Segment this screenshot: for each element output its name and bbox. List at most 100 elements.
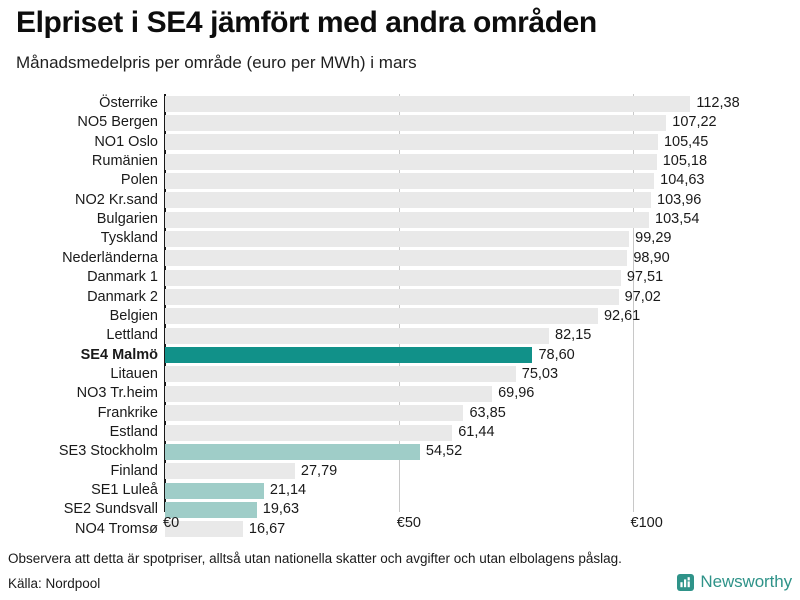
bar-row: NO2 Kr.sand 103,96 <box>0 191 800 210</box>
bar-row: Rumänien 105,18 <box>0 152 800 171</box>
bar-category-label: Lettland <box>106 327 158 344</box>
bar-category-label: Belgien <box>109 307 158 324</box>
x-axis-tick-label: €100 <box>630 515 663 531</box>
bar-value-label: 107,22 <box>672 114 717 131</box>
bar-value-label: 69,96 <box>498 385 535 402</box>
bar-row: Belgien 92,61 <box>0 307 800 326</box>
bar-category-label: Frankrike <box>97 404 158 421</box>
bar <box>165 385 493 402</box>
bar <box>165 482 264 499</box>
bar-chart-icon <box>677 573 695 591</box>
bar <box>165 172 655 189</box>
bar-row: Danmark 1 97,51 <box>0 268 800 287</box>
bar-row: SE4 Malmö 78,60 <box>0 346 800 365</box>
bar <box>165 501 257 518</box>
bar <box>165 405 464 422</box>
bar-row: Finland 27,79 <box>0 462 800 481</box>
x-axis: €0 €50 €100 <box>0 512 800 538</box>
bar-category-label: SE2 Sundsvall <box>63 501 158 518</box>
bar-category-label: Litauen <box>110 365 158 382</box>
bar-category-label: Danmark 1 <box>87 269 158 286</box>
bar <box>165 463 295 480</box>
bar-row: Tyskland 99,29 <box>0 229 800 248</box>
bar <box>165 521 243 538</box>
bar-row: NO4 Tromsø 16,67 <box>0 520 800 539</box>
bar-category-label: Bulgarien <box>96 211 158 228</box>
x-axis-tick-label: €0 <box>163 515 180 531</box>
chart-footer: Observera att detta är spotpriser, allts… <box>0 545 800 600</box>
bar-value-label: 16,67 <box>248 520 286 537</box>
bar-value-label: 82,15 <box>555 327 592 344</box>
bar-value-label: 104,63 <box>660 172 705 189</box>
bar <box>165 289 619 306</box>
bar-category-label: Finland <box>110 462 158 479</box>
bar <box>165 250 628 267</box>
footer-note: Observera att detta är spotpriser, allts… <box>8 551 622 566</box>
bar-row: Lettland 82,15 <box>0 326 800 345</box>
bar <box>165 443 420 460</box>
bar <box>165 153 657 170</box>
bar-row: Frankrike 63,85 <box>0 404 800 423</box>
bar-row: Nederländerna 98,90 <box>0 249 800 268</box>
bar-category-label: NO5 Bergen <box>77 114 158 131</box>
bar-value-label: 105,45 <box>663 133 709 150</box>
bar-row: SE3 Stockholm 54,52 <box>0 442 800 461</box>
bar-row: Polen 104,63 <box>0 171 800 190</box>
bar <box>165 327 550 344</box>
x-axis-tick-label: €50 <box>396 515 421 531</box>
bar-category-label: Estland <box>109 423 158 440</box>
bar-value-label: 92,61 <box>603 307 641 324</box>
bar-value-label: 19,63 <box>262 501 300 518</box>
bar-category-label: SE3 Stockholm <box>58 443 158 460</box>
bar <box>165 231 630 248</box>
bar-category-label: Polen <box>120 172 158 189</box>
bar-row: Österrike 112,38 <box>0 94 800 113</box>
footer-source: Källa: Nordpool <box>8 576 101 591</box>
bar <box>165 308 598 325</box>
bar-row: SE2 Sundsvall 19,63 <box>0 500 800 519</box>
bar-category-label: Danmark 2 <box>87 288 158 305</box>
bar-value-label: 97,51 <box>626 269 664 286</box>
bar <box>165 366 516 383</box>
bar-value-label: 61,44 <box>458 423 495 440</box>
bar-value-label: 105,18 <box>662 153 708 170</box>
bar-row: Litauen 75,03 <box>0 365 800 384</box>
bar-value-label: 112,38 <box>696 95 740 111</box>
bar-value-label: 103,54 <box>655 211 700 228</box>
bar-row: NO1 Oslo 105,45 <box>0 133 800 152</box>
bar-value-label: 103,96 <box>657 191 702 208</box>
bar-value-label: 99,29 <box>635 230 672 247</box>
bar <box>165 347 533 364</box>
bar-value-label: 27,79 <box>300 462 338 479</box>
bar-category-label: Österrike <box>99 95 158 111</box>
bar-value-label: 78,60 <box>538 346 575 363</box>
bar <box>165 211 650 228</box>
bar-row: NO3 Tr.heim 69,96 <box>0 384 800 403</box>
bar <box>165 192 651 209</box>
bar <box>165 134 658 151</box>
bar <box>165 424 453 441</box>
bar-value-label: 54,52 <box>425 443 463 460</box>
bar-row: Bulgarien 103,54 <box>0 210 800 229</box>
bar-category-label: NO1 Oslo <box>94 133 158 150</box>
chart-header: Elpriset i SE4 jämfört med andra områden… <box>16 6 786 73</box>
newsworthy-logo: Newsworthy <box>677 572 792 592</box>
bar-value-label: 75,03 <box>521 365 559 382</box>
bar-category-label: SE1 Luleå <box>91 482 158 498</box>
bar-category-label: SE4 Malmö <box>80 346 158 363</box>
bar-value-label: 97,02 <box>624 288 661 305</box>
bar-row: SE1 Luleå 21,14 <box>0 481 800 500</box>
bar <box>165 114 667 131</box>
bar-category-label: NO2 Kr.sand <box>74 191 158 208</box>
page-title: Elpriset i SE4 jämfört med andra områden <box>16 6 597 39</box>
bar-row: NO5 Bergen 107,22 <box>0 113 800 132</box>
bar-row: Danmark 2 97,02 <box>0 288 800 307</box>
chart-subtitle: Månadsmedelpris per område (euro per MWh… <box>16 52 417 72</box>
bar-row: Estland 61,44 <box>0 423 800 442</box>
bar <box>165 269 621 286</box>
bar-category-label: Tyskland <box>100 230 158 247</box>
bar <box>165 95 691 112</box>
bar-chart-plot-area: Österrike 112,38 NO5 Bergen 107,22 NO1 Oslo 1… <box>0 94 800 538</box>
bar-category-label: Nederländerna <box>62 249 158 266</box>
